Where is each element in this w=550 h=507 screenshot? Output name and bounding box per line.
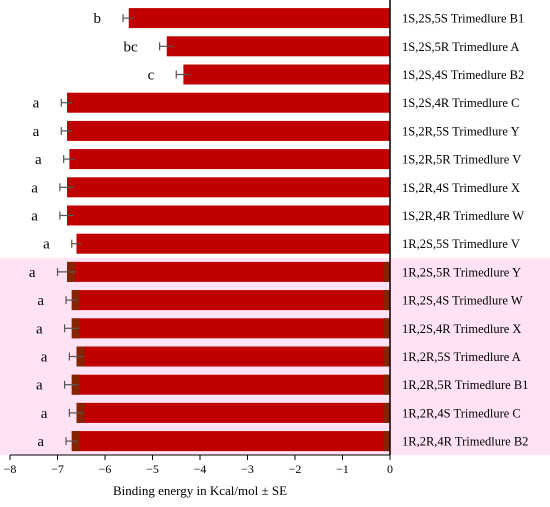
significance-letter: a bbox=[37, 434, 44, 450]
significance-letter: a bbox=[33, 96, 40, 112]
bar bbox=[71, 374, 390, 395]
bar bbox=[71, 431, 390, 452]
significance-letter: a bbox=[31, 209, 38, 225]
error-bars bbox=[56, 14, 191, 446]
bar-overlay-right bbox=[384, 374, 390, 395]
significance-letter: a bbox=[36, 378, 43, 394]
bars bbox=[67, 8, 390, 452]
category-label: 1R,2R,4S Trimedlure C bbox=[402, 406, 521, 420]
significance-letter: a bbox=[41, 350, 48, 366]
significance-letter: a bbox=[43, 237, 50, 253]
category-labels: 1S,2S,5S Trimedlure B1 1S,2S,5R Trimedlur… bbox=[402, 12, 528, 449]
category-label: 1S,2S,5R Trimedlure A bbox=[402, 40, 519, 54]
significance-letter: a bbox=[29, 265, 36, 281]
bar bbox=[71, 290, 390, 311]
x-tick-label: −8 bbox=[4, 462, 17, 476]
bar-overlay-right bbox=[384, 402, 390, 423]
x-tick-label: −5 bbox=[146, 462, 159, 476]
bar bbox=[128, 8, 390, 29]
significance-letter: a bbox=[35, 152, 42, 168]
bar-overlay-right bbox=[384, 290, 390, 311]
bar-overlay-right bbox=[384, 346, 390, 367]
category-label: 1S,2S,4S Trimedlure B2 bbox=[402, 68, 524, 82]
bar bbox=[67, 92, 390, 113]
significance-letter: a bbox=[36, 321, 43, 337]
significance-letter: a bbox=[33, 124, 40, 140]
bar bbox=[67, 205, 390, 226]
category-label: 1S,2S,4R Trimedlure C bbox=[402, 96, 519, 110]
category-label: 1S,2S,5S Trimedlure B1 bbox=[402, 12, 524, 26]
significance-letter: a bbox=[37, 293, 44, 309]
x-tick-label: −4 bbox=[194, 462, 207, 476]
x-tick-label: −1 bbox=[336, 462, 349, 476]
significance-letter: c bbox=[148, 68, 155, 84]
category-label: 1R,2S,5R Trimedlure Y bbox=[402, 265, 521, 279]
category-label: 1R,2S,4S Trimedlure W bbox=[402, 294, 523, 308]
category-label: 1S,2R,5S Trimedlure Y bbox=[402, 124, 520, 138]
category-label: 1S,2R,4R Trimedlure W bbox=[402, 209, 524, 223]
category-label: 1R,2S,4R Trimedlure X bbox=[402, 322, 521, 336]
bar bbox=[67, 120, 390, 141]
bar bbox=[76, 233, 390, 254]
x-tick-label: −3 bbox=[241, 462, 254, 476]
category-label: 1S,2R,4S Trimedlure X bbox=[402, 181, 520, 195]
x-tick-label: −6 bbox=[99, 462, 112, 476]
significance-letter: a bbox=[31, 180, 38, 196]
category-label: 1R,2R,5S Trimedlure A bbox=[402, 350, 521, 364]
bar bbox=[183, 64, 390, 85]
bar bbox=[67, 177, 390, 198]
x-axis: −8 −7 −6 −5 −4 −3 −2 −1 0 bbox=[4, 454, 393, 476]
bar bbox=[76, 402, 390, 423]
bar bbox=[76, 346, 390, 367]
category-label: 1R,2S,5S Trimedlure V bbox=[402, 237, 520, 251]
category-label: 1S,2R,5R Trimedlure V bbox=[402, 153, 521, 167]
significance-letter: bc bbox=[123, 39, 138, 55]
x-tick-label: 0 bbox=[387, 462, 393, 476]
bar bbox=[71, 318, 390, 339]
bar-overlay-right bbox=[384, 431, 390, 452]
significance-letter: a bbox=[41, 406, 48, 422]
bar bbox=[69, 149, 390, 170]
bar bbox=[67, 261, 390, 282]
category-label: 1R,2R,5R Trimedlure B1 bbox=[402, 378, 528, 392]
category-label: 1R,2R,4R Trimedlure B2 bbox=[402, 435, 528, 449]
x-axis-title: Binding energy in Kcal/mol ± SE bbox=[113, 483, 287, 498]
bar-overlay-right bbox=[384, 318, 390, 339]
bar-overlay-right bbox=[384, 261, 390, 282]
x-tick-label: −7 bbox=[51, 462, 64, 476]
x-tick-label: −2 bbox=[289, 462, 302, 476]
bar bbox=[166, 36, 390, 57]
significance-letter: b bbox=[94, 11, 102, 27]
